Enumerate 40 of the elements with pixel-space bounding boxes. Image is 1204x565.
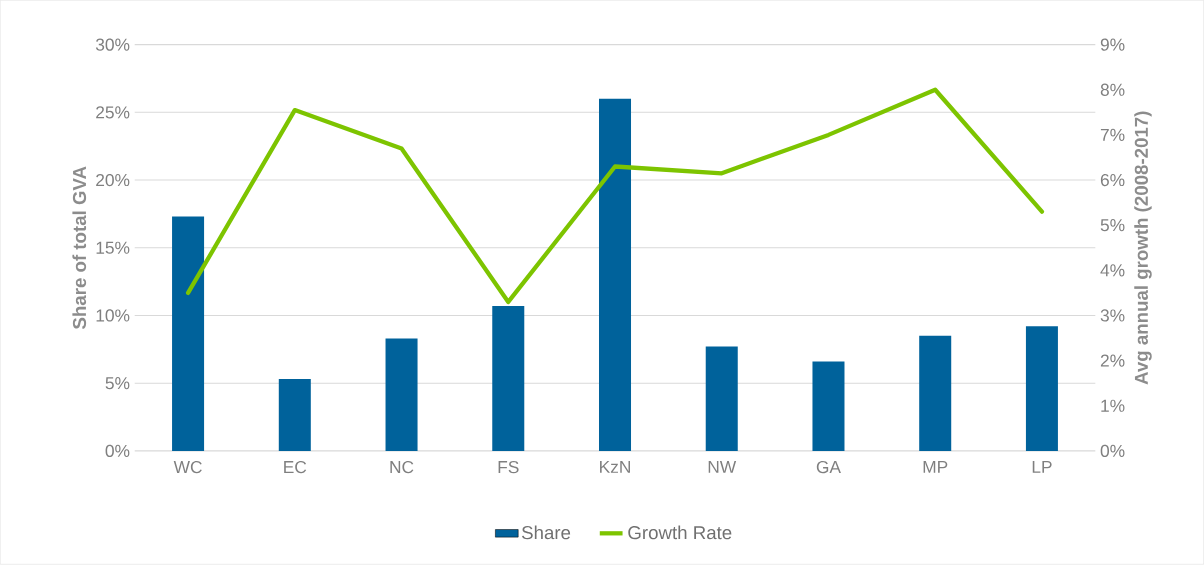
y2-axis-title: Avg annual growth (2008-2017)	[1134, 111, 1152, 385]
bar	[172, 216, 205, 452]
y2-tick-label: 4%	[1100, 264, 1125, 277]
y-tick-label: 0%	[105, 444, 130, 458]
line-series	[185, 87, 1045, 305]
y2-tick-label: 7%	[1100, 129, 1125, 142]
y2-tick-label: 0%	[1100, 444, 1125, 458]
bar	[812, 361, 845, 452]
y-tick-label: 5%	[105, 377, 130, 390]
legend-label: Growth Rate	[628, 525, 732, 540]
y2-tick-label: 8%	[1100, 83, 1125, 97]
bar	[492, 306, 525, 452]
legend-label: Share	[521, 525, 571, 540]
y2-tick-label: 2%	[1100, 354, 1125, 367]
y2-tick-label: 5%	[1100, 219, 1125, 232]
y-tick-label: 15%	[96, 241, 130, 255]
x-tick-label: LP	[1032, 461, 1052, 474]
y-tick-label: 30%	[95, 38, 130, 51]
x-tick-label: NC	[390, 461, 414, 474]
x-tick-label: GA	[816, 461, 841, 474]
bar	[385, 338, 418, 452]
y-tick-label: 20%	[96, 174, 130, 187]
x-tick-label: KzN	[600, 461, 630, 474]
x-tick-label: NW	[708, 461, 737, 474]
bar	[705, 346, 738, 452]
bar	[599, 99, 632, 452]
x-tick-label: FS	[498, 461, 519, 474]
y-tick-label: 10%	[96, 309, 130, 322]
bar	[919, 336, 952, 452]
y2-tick-label: 6%	[1100, 174, 1125, 187]
x-tick-label: MP	[923, 461, 948, 474]
x-tick-label: WC	[173, 461, 202, 474]
y2-tick-label: 1%	[1101, 399, 1125, 413]
bar	[1025, 326, 1058, 452]
y-axis-title: Share of total GVA	[72, 166, 87, 330]
y2-tick-label: 3%	[1100, 309, 1125, 322]
bar	[278, 379, 311, 452]
x-tick-label: EC	[284, 461, 307, 474]
y2-tick-label: 9%	[1100, 38, 1125, 51]
y-tick-label: 25%	[96, 106, 130, 119]
